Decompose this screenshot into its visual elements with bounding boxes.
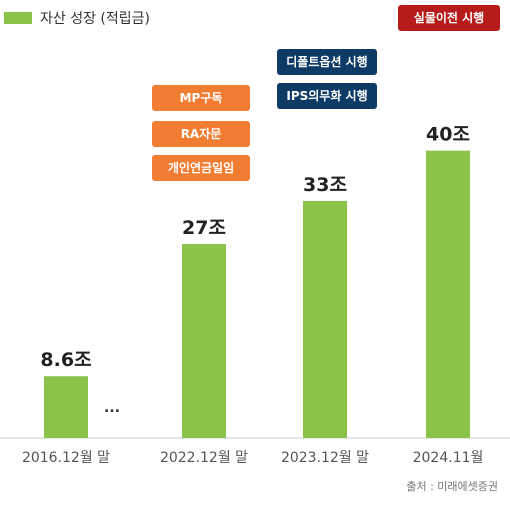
legend: 자산 성장 (적립금) <box>4 8 150 28</box>
x-tick-label-3: 2023.12월 말 <box>281 450 369 466</box>
bar-value-label-1: 8.6조 <box>40 349 91 371</box>
x-tick-label-1: 2016.12월 말 <box>22 450 110 466</box>
ellipsis-text: ... <box>104 400 120 416</box>
bar-4 <box>426 150 470 438</box>
x-tick-label-4: 2024.11월 <box>413 450 484 466</box>
bar-3 <box>303 200 347 438</box>
annotation-mp-subscription: MP구독 <box>152 85 250 111</box>
annotation-in-kind-transfer: 실물이전 시행 <box>398 5 500 31</box>
bar-value-label-4: 40조 <box>426 124 470 146</box>
bar-value-label-2: 27조 <box>182 217 226 239</box>
bar-2 <box>182 244 226 438</box>
annotation-pension-discretionary: 개인연금일임 <box>152 155 250 181</box>
annotation-default-option: 디폴트옵션 시행 <box>277 49 377 75</box>
legend-swatch <box>4 12 32 24</box>
annotation-ips-mandatory: IPS의무화 시행 <box>277 83 377 109</box>
source-note: 출처 : 미래에셋증권 <box>406 480 498 493</box>
legend-label: 자산 성장 (적립금) <box>40 11 150 27</box>
bar-1 <box>44 376 88 438</box>
bar-value-label-3: 33조 <box>303 174 347 196</box>
x-tick-label-2: 2022.12월 말 <box>160 450 248 466</box>
bars-group: 8.6조 2016.12월 말 27조 2022.12월 말 33조 2023.12월 말… <box>22 124 483 466</box>
annotation-ra-advisory: RA자문 <box>152 121 250 147</box>
